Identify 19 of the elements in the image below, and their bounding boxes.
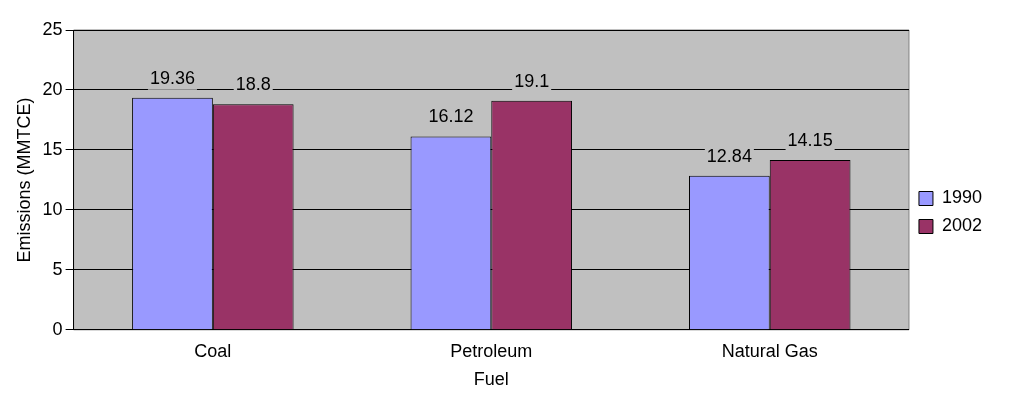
x-tick-label: Coal	[194, 340, 232, 361]
legend-label: 2002	[941, 215, 982, 236]
data-label: 16.12	[428, 106, 474, 127]
data-label: 12.84	[706, 145, 752, 166]
x-tick-label: Petroleum	[450, 340, 533, 361]
data-label: 19.36	[149, 67, 195, 88]
y-tick-label: 10	[42, 198, 63, 219]
y-tick-label: 20	[42, 78, 63, 99]
data-label: 14.15	[787, 130, 833, 151]
data-label: 19.1	[514, 70, 550, 91]
x-tick-label: Natural Gas	[721, 340, 818, 361]
y-tick-label: 5	[52, 258, 63, 279]
data-label: 18.8	[235, 74, 271, 95]
x-axis-title: Fuel	[473, 369, 509, 390]
y-tick-label: 0	[52, 318, 63, 339]
y-tick-label: 25	[42, 18, 63, 39]
y-axis-title: Emissions (MMTCE)	[13, 97, 34, 263]
y-tick-label: 15	[42, 138, 63, 159]
legend-label: 1990	[941, 187, 982, 208]
